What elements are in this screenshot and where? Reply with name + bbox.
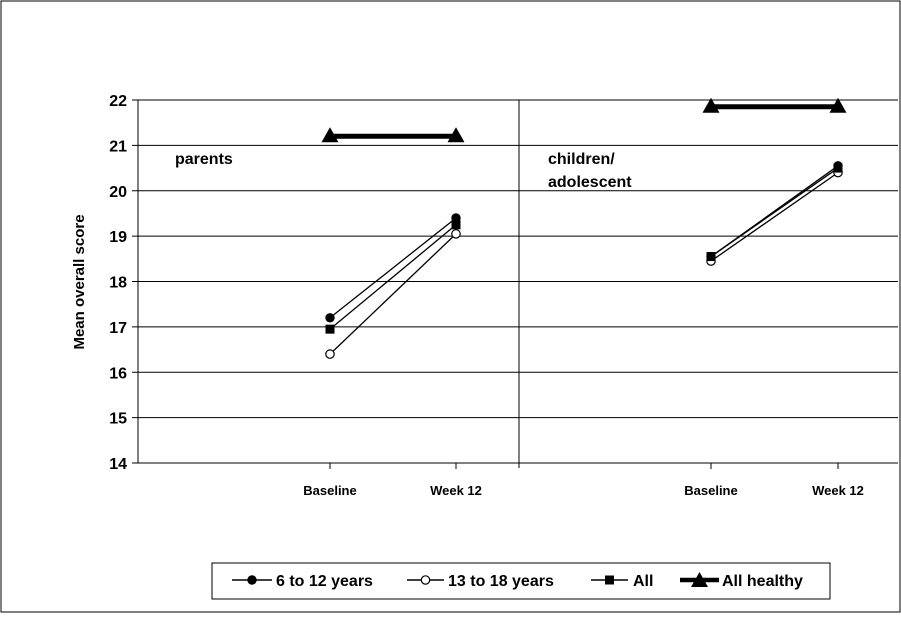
legend-box [211,562,831,600]
panel-label: parents [175,151,233,168]
data-point-13-to-18-years [451,229,461,239]
legend-label: 13 to 18 years [448,573,554,590]
y-tick-label: 17 [109,320,127,337]
x-tick-label: Week 12 [430,483,482,498]
y-tick-label: 15 [109,411,127,428]
y-tick-label: 20 [109,184,127,201]
data-point-6-to-12-years [325,313,335,323]
legend-marker [420,575,431,585]
series-line-all [710,167,839,258]
series-line-13-to-18-years [710,172,839,262]
legend-marker [691,572,708,587]
panel-label: children/ [548,151,615,168]
y-tick-label: 21 [109,138,127,155]
panel-label-layer: parents children/adolescent [175,151,632,191]
data-point-all [833,163,843,173]
legend-label: All [633,573,653,590]
legend-label: 6 to 12 years [276,573,373,590]
data-point-all-healthy [447,127,465,143]
y-tick-label: 19 [109,229,127,246]
y-tick-label: 22 [109,93,127,110]
grid-layer [137,99,898,468]
data-point-all-healthy [702,97,720,113]
y-tick-label: 14 [109,456,127,473]
data-point-all [325,324,335,334]
data-point-all-healthy [829,97,847,113]
series-layer [321,97,847,359]
data-point-all-healthy [321,127,339,143]
y-axis-label: Mean overall score [71,214,88,349]
legend-label: All healthy [722,573,803,590]
data-point-all [706,252,716,262]
panel-label: adolescent [548,174,632,191]
y-tick-label: 16 [109,365,127,382]
tick-layer: 14 15 16 17 18 19 20 21 22 Baseline Week 12 Baselin… [109,93,864,498]
legend-marker [605,575,614,585]
legend-marker [247,575,257,585]
axis-layer: Mean overall score [71,214,88,349]
x-tick-label: Baseline [684,483,737,498]
legend: 6 to 12 years 13 to 18 years All All health… [211,562,831,600]
series-line-6-to-12-years [329,217,457,319]
data-point-13-to-18-years [325,349,335,359]
series-line-13-to-18-years [329,233,457,355]
y-tick-label: 18 [109,275,127,292]
data-point-all [451,220,461,230]
x-tick-label: Week 12 [812,483,864,498]
series-line-all [329,224,457,330]
x-tick-label: Baseline [303,483,356,498]
